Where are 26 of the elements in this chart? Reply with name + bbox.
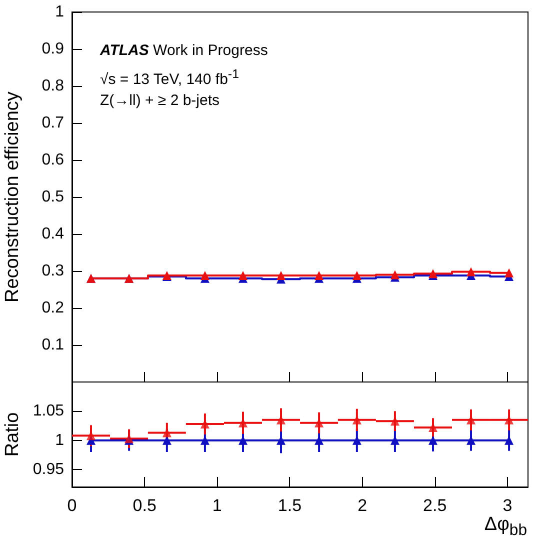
- y-tick-label: 0.6: [42, 152, 64, 168]
- x-tick-label: 2: [358, 496, 368, 515]
- annotation: √s = 13 TeV, 140 fb$^{-1}$: [100, 67, 240, 88]
- annotation: Z(→ll) + ≥ 2 b-jets: [100, 92, 220, 109]
- x-tick-label: 1.5: [278, 496, 302, 515]
- x-axis-title: Δφ$_{bb}$: [484, 514, 527, 540]
- y-tick-label: 0.1: [42, 336, 64, 354]
- y-tick-label: 0.9: [42, 40, 64, 58]
- y-axis-title: Ratio: [2, 412, 23, 457]
- x-tick-label: 2.5: [423, 496, 447, 515]
- annotation: ATLAS Work in Progress: [100, 42, 268, 59]
- y-tick-label: 0.8: [42, 78, 64, 94]
- x-tick-label: 1: [212, 496, 222, 515]
- y-tick-label: 0.5: [42, 188, 64, 206]
- y-axis-title: Reconstruction efficiency: [2, 91, 23, 302]
- y-tick-label: 0.4: [42, 226, 64, 242]
- x-tick-label: 3: [502, 496, 512, 515]
- x-tick-label: 0: [67, 496, 77, 515]
- y-tick-label: 1.05: [32, 402, 64, 420]
- y-tick-label: 1: [55, 432, 64, 449]
- y-tick-label: 1: [55, 4, 64, 20]
- y-tick-label: 0.3: [42, 262, 64, 280]
- x-tick-label: 0.5: [132, 496, 156, 515]
- y-tick-label: 0.2: [42, 300, 64, 316]
- y-tick-label: 0.7: [42, 114, 64, 132]
- y-tick-label: 0.95: [32, 461, 64, 478]
